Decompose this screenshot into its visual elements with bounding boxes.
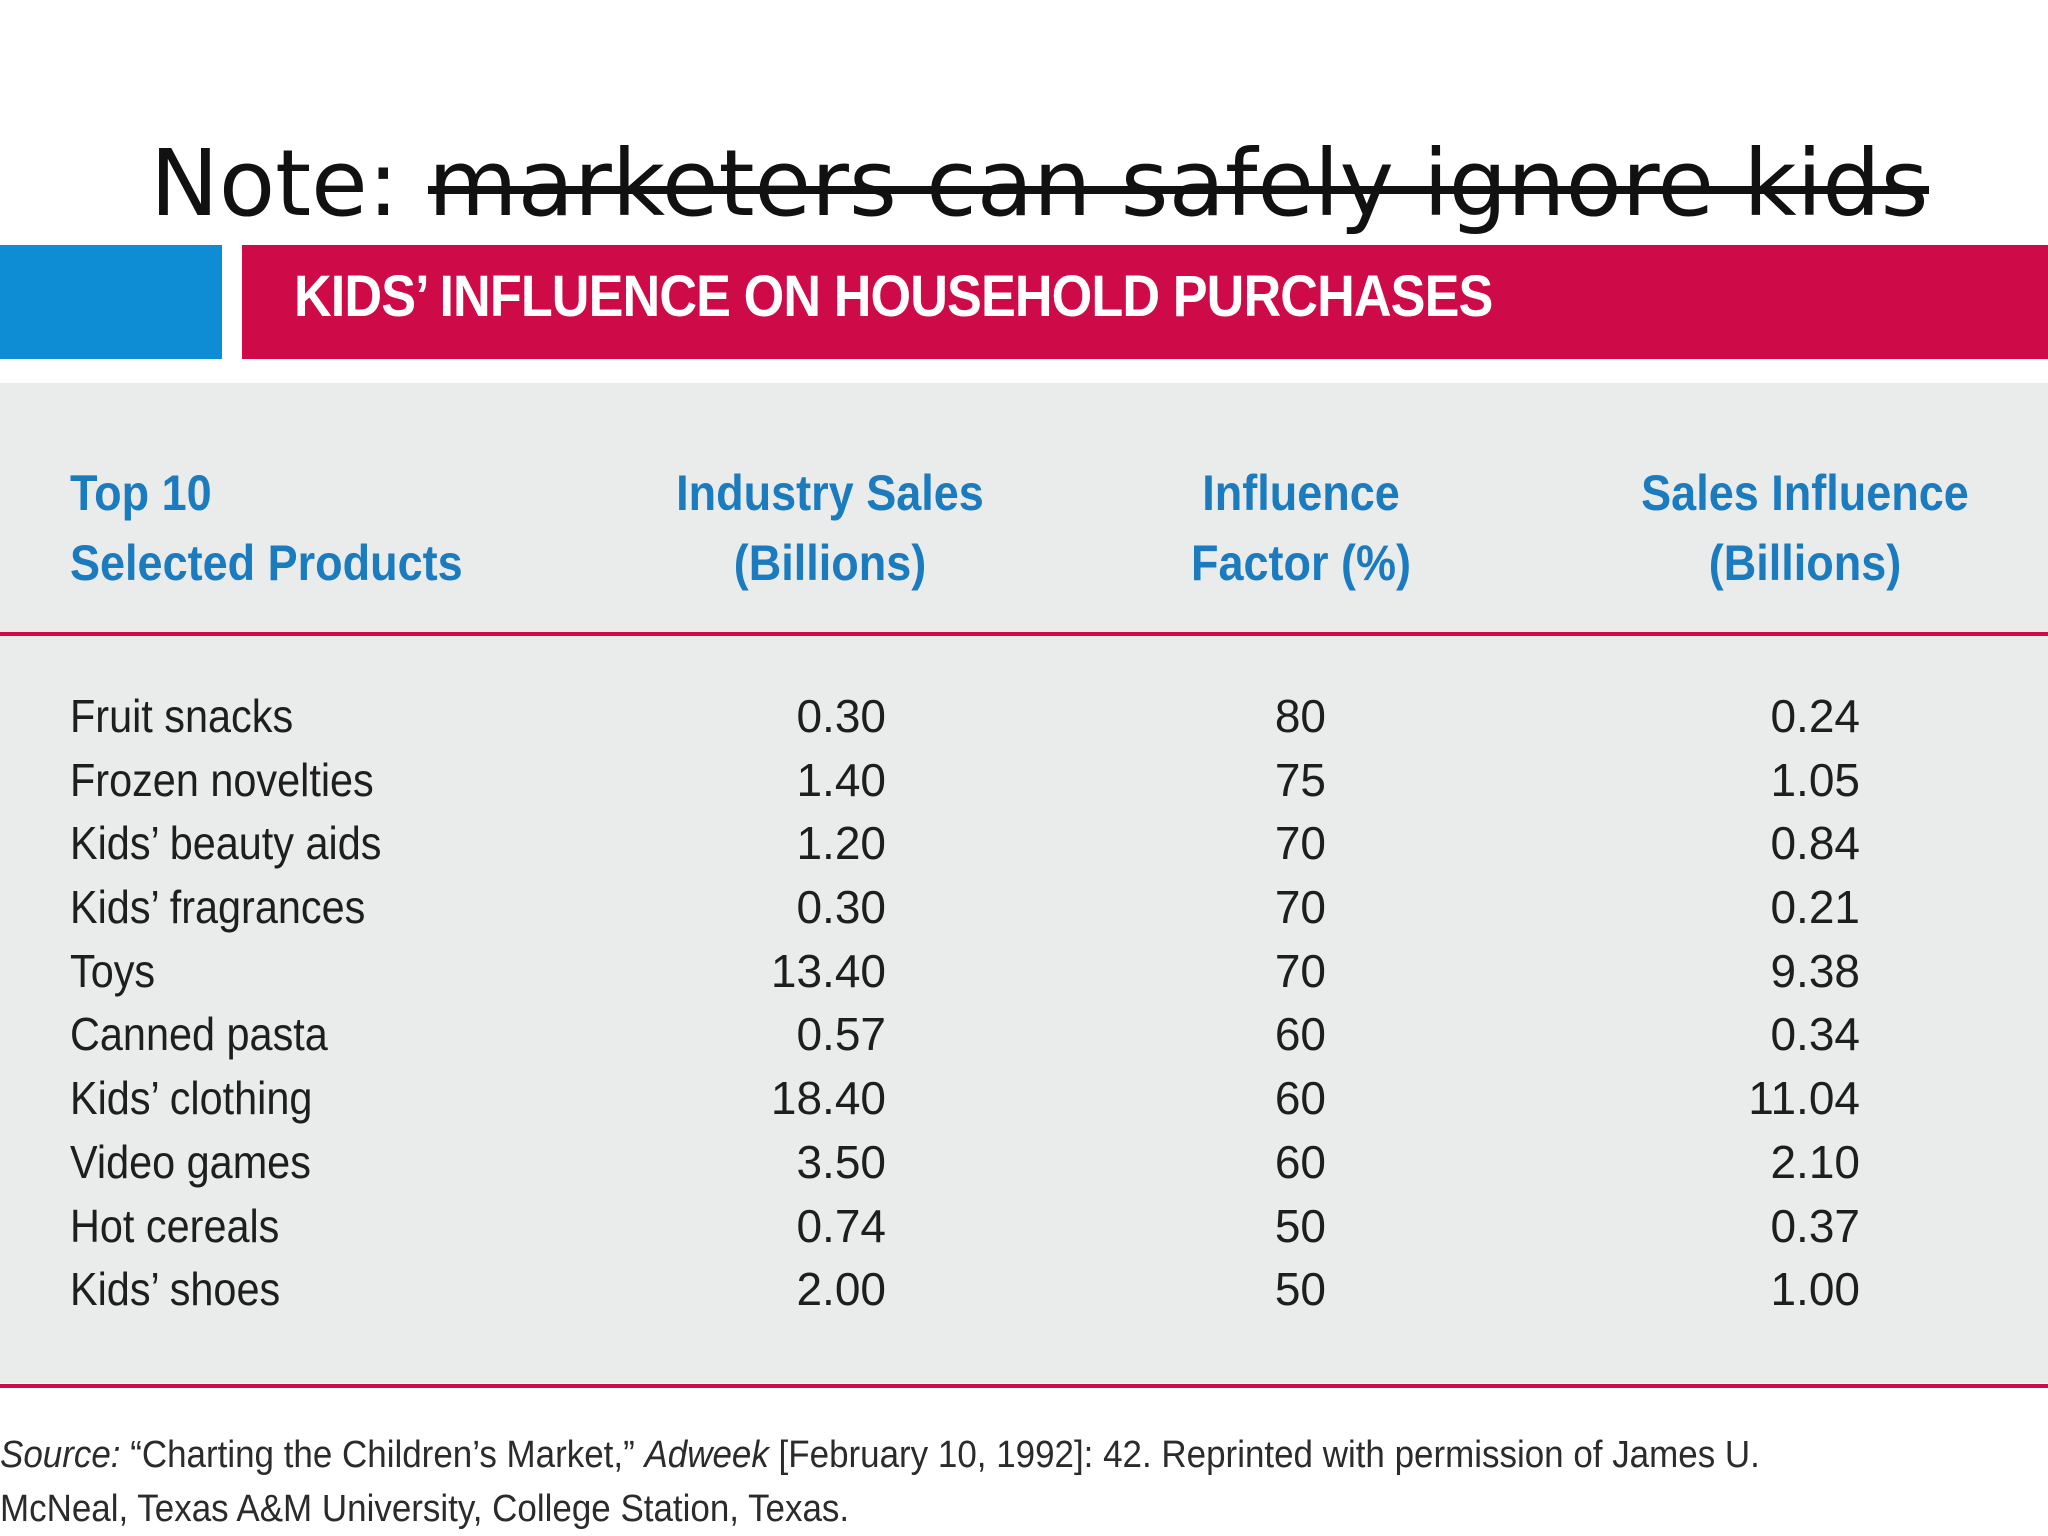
cell-sales-influence: 0.34 (1770, 1008, 1860, 1061)
source-quote: “Charting the Children’s Market,” (120, 1434, 645, 1476)
cell-influence-factor: 60 (1274, 1072, 1326, 1125)
cell-influence-factor: 70 (1274, 944, 1326, 997)
table-row: Frozen novelties 1.40 75 1.05 (0, 749, 2048, 813)
column-header-sales-influence: Sales Influence (Billions) (1641, 465, 1969, 591)
slide-title-prefix: Note: (150, 130, 429, 237)
table-row: Toys 13.40 70 9.38 (0, 940, 2048, 1004)
cell-influence-factor: 70 (1274, 881, 1326, 934)
cell-sales-influence: 0.21 (1770, 881, 1860, 934)
cell-influence-factor: 75 (1274, 753, 1326, 806)
source-publication: Adweek (644, 1434, 769, 1476)
cell-sales-influence: 0.37 (1770, 1199, 1860, 1252)
cell-industry-sales: 0.57 (796, 1008, 886, 1061)
table-row: Kids’ shoes 2.00 50 1.00 (0, 1258, 2048, 1322)
table-row: Video games 3.50 60 2.10 (0, 1131, 2048, 1195)
cell-industry-sales: 18.40 (770, 1072, 886, 1125)
cell-product: Hot cereals (70, 1199, 280, 1252)
cell-product: Toys (70, 944, 156, 997)
column-header-product: Top 10 Selected Products (70, 465, 463, 591)
table-bottom-rule (0, 1384, 2048, 1388)
table-row: Hot cereals 0.74 50 0.37 (0, 1195, 2048, 1259)
column-header-influence-factor: Influence Factor (%) (1190, 465, 1412, 591)
table-title: KIDS’ INFLUENCE ON HOUSEHOLD PURCHASES (294, 264, 1493, 329)
cell-industry-sales: 0.30 (796, 690, 886, 742)
cell-product: Kids’ fragrances (70, 881, 366, 934)
cell-industry-sales: 1.20 (796, 817, 886, 870)
cell-product: Video games (70, 1135, 311, 1188)
cell-product: Frozen novelties (70, 753, 374, 806)
table-row: Canned pasta 0.57 60 0.34 (0, 1003, 2048, 1067)
cell-industry-sales: 1.40 (796, 753, 886, 806)
cell-product: Canned pasta (70, 1008, 328, 1061)
table-row: Kids’ clothing 18.40 60 11.04 (0, 1067, 2048, 1131)
cell-industry-sales: 0.74 (796, 1199, 886, 1252)
header-divider (0, 632, 2048, 636)
banner-title-bar: KIDS’ INFLUENCE ON HOUSEHOLD PURCHASES (242, 245, 2048, 359)
source-rest: [February 10, 1992]: 42. Reprinted with … (0, 1434, 1760, 1530)
table-row: Fruit snacks 0.30 80 0.24 (0, 685, 2048, 749)
cell-product: Kids’ beauty aids (70, 817, 382, 870)
cell-sales-influence: 0.84 (1770, 817, 1860, 870)
cell-sales-influence: 11.04 (1748, 1072, 1860, 1125)
slide-title: Note: marketers can safely ignore kids (150, 138, 1929, 230)
cell-influence-factor: 50 (1274, 1199, 1326, 1252)
cell-sales-influence: 0.24 (1770, 690, 1860, 742)
cell-sales-influence: 1.05 (1770, 753, 1860, 806)
cell-industry-sales: 13.40 (770, 944, 886, 997)
cell-industry-sales: 3.50 (796, 1135, 886, 1188)
table-row: Kids’ beauty aids 1.20 70 0.84 (0, 812, 2048, 876)
column-header-industry-sales: Industry Sales (Billions) (676, 465, 984, 591)
slide-title-struck-text: marketers can safely ignore kids (428, 130, 1929, 237)
source-label: Source: (0, 1434, 121, 1476)
table-row: Kids’ fragrances 0.30 70 0.21 (0, 876, 2048, 940)
cell-influence-factor: 70 (1274, 817, 1326, 870)
cell-product: Kids’ clothing (70, 1072, 313, 1125)
cell-influence-factor: 50 (1274, 1263, 1326, 1316)
cell-sales-influence: 9.38 (1770, 944, 1860, 997)
cell-product: Fruit snacks (70, 690, 294, 742)
cell-product: Kids’ shoes (70, 1263, 281, 1316)
cell-industry-sales: 0.30 (796, 881, 886, 934)
cell-sales-influence: 1.00 (1770, 1263, 1860, 1316)
cell-influence-factor: 60 (1274, 1135, 1326, 1188)
cell-influence-factor: 60 (1274, 1008, 1326, 1061)
banner-accent-blue (0, 245, 222, 359)
cell-influence-factor: 80 (1274, 690, 1326, 742)
table-panel (0, 383, 2048, 1383)
cell-sales-influence: 2.10 (1770, 1135, 1860, 1188)
table-body: Fruit snacks 0.30 80 0.24 Frozen novelti… (0, 685, 2048, 1322)
cell-industry-sales: 2.00 (796, 1263, 886, 1316)
source-citation: Source: “Charting the Children’s Market,… (0, 1428, 1840, 1536)
